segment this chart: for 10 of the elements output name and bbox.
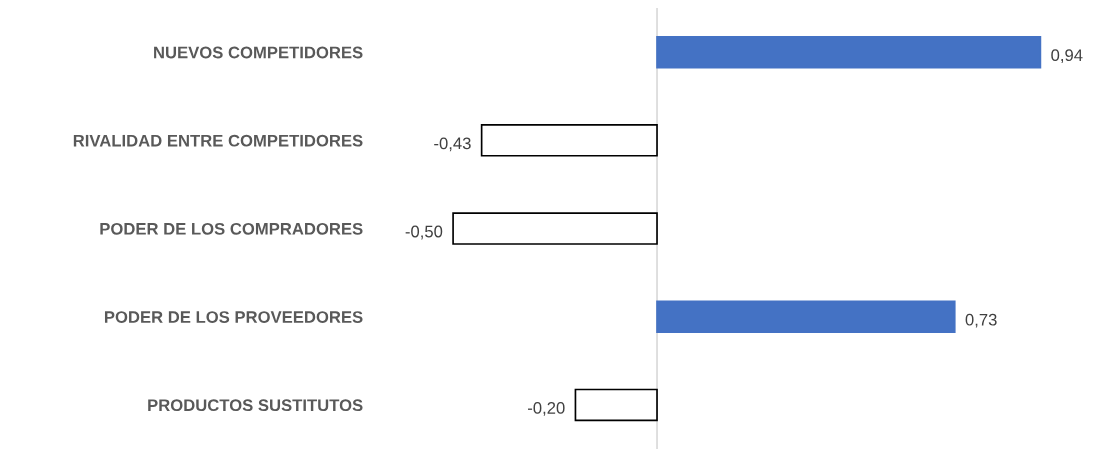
data-label: -0,50 bbox=[405, 225, 443, 240]
y-tick-label: PODER DE LOS PROVEEDORES bbox=[104, 311, 363, 323]
y-tick-label: PODER DE LOS COMPRADORES bbox=[100, 222, 363, 235]
y-tick-label: NUEVOS COMPETIDORES bbox=[154, 46, 363, 59]
data-label: -0,20 bbox=[528, 401, 565, 416]
data-label: 0,73 bbox=[965, 313, 997, 328]
data-label: 0,94 bbox=[1051, 49, 1083, 64]
y-tick-label: RIVALIDAD ENTRE COMPETIDORES bbox=[73, 134, 363, 147]
y-tick-label: PRODUCTOS SUSTITUTOS bbox=[148, 399, 363, 412]
data-label: -0,43 bbox=[434, 137, 471, 152]
